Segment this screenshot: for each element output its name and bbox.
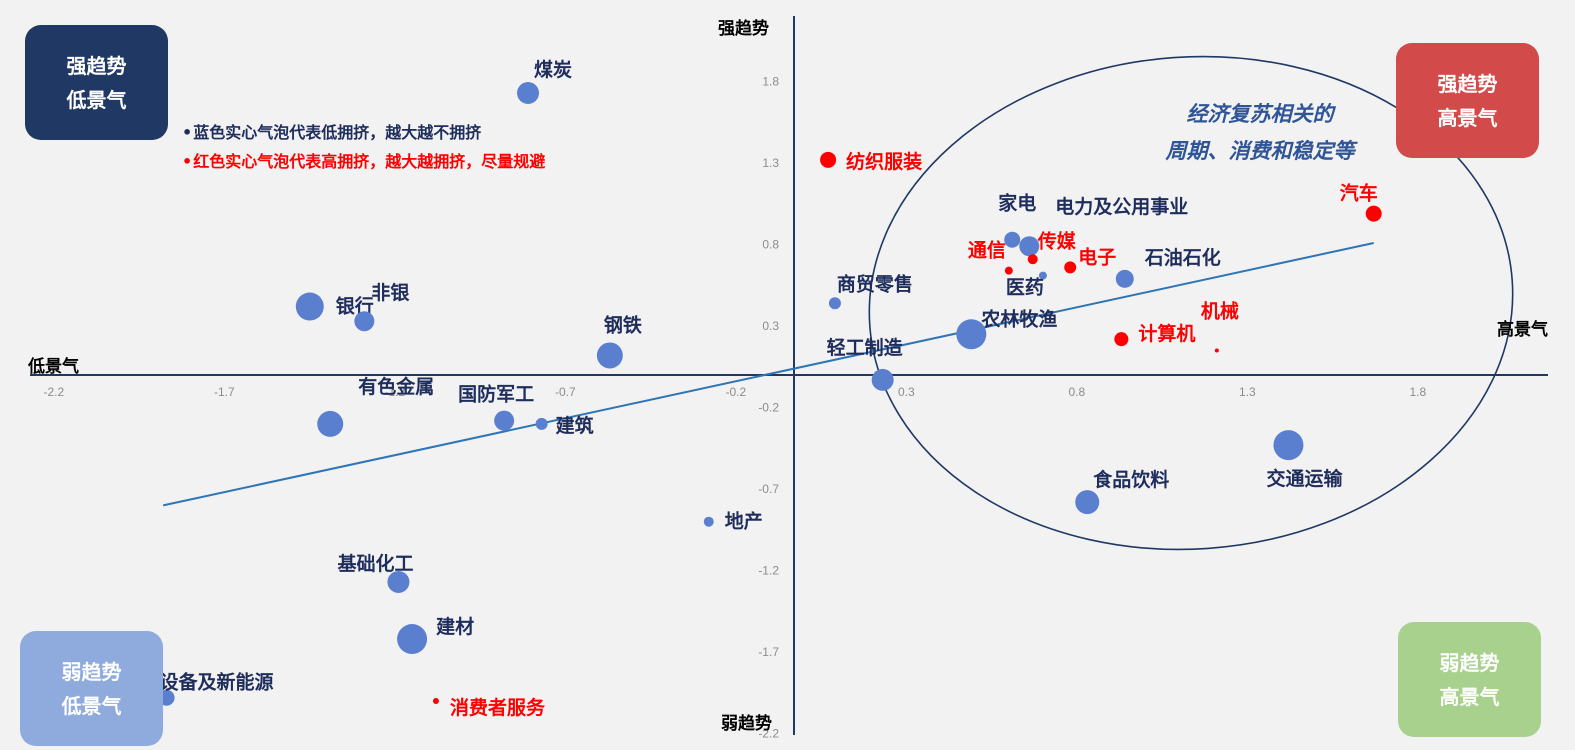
x-axis-label-right: 高景气: [1497, 319, 1548, 340]
y-tick-label: -1.2: [758, 564, 779, 578]
bubble: [517, 82, 540, 105]
bubble: [494, 410, 515, 431]
oval-annotation-line1: 经济复苏相关的: [1186, 102, 1334, 126]
oval-annotation: 经济复苏相关的 周期、消费和稳定等: [1150, 96, 1370, 170]
x-tick-label: -1.7: [214, 385, 235, 399]
bubble: [1273, 430, 1304, 461]
bubble: [387, 571, 410, 594]
bubble-label: 医药: [1006, 276, 1044, 299]
bubble-label: 煤炭: [534, 59, 572, 81]
bubble-label: 纺织服装: [846, 150, 922, 173]
note-blue-bubbles: 蓝色实心气泡代表低拥挤，越大越不拥挤: [182, 118, 545, 147]
bubble-label: 轻工制造: [827, 336, 904, 359]
bubble: [1214, 348, 1219, 353]
y-tick-label: -1.7: [758, 645, 779, 659]
quadrant-top-left-line1: 强趋势: [66, 53, 127, 78]
bubble-label: 钢铁: [604, 313, 642, 336]
bubble-label: 机械: [1201, 300, 1239, 323]
bubble: [1064, 261, 1077, 274]
bubble-label: 基础化工: [336, 552, 413, 575]
bubble-label: 传媒: [1037, 229, 1077, 252]
x-tick-label: 1.3: [1239, 385, 1256, 399]
bubble-label: 电子: [1078, 245, 1116, 268]
highlight-ellipse: [868, 55, 1514, 551]
quadrant-bottom-right-box: 弱趋势 高景气: [1398, 622, 1541, 737]
quadrant-bottom-right-line1: 弱趋势: [1439, 650, 1500, 675]
bubble: [703, 516, 714, 527]
quadrant-top-right-line2: 高景气: [1437, 105, 1498, 130]
trend-line: [162, 241, 1374, 507]
bubble: [1114, 332, 1129, 347]
bubble: [956, 319, 987, 350]
y-tick-label: -2.2: [758, 727, 779, 741]
bubble-label: 非银: [371, 281, 410, 304]
bubble: [354, 311, 375, 332]
quadrant-bottom-left-line1: 弱趋势: [61, 659, 122, 684]
bubble: [828, 297, 841, 310]
bubble-label: 农林牧渔: [980, 307, 1057, 330]
bubble: [596, 342, 623, 369]
bubble: [1027, 254, 1038, 265]
bubble-label: 建筑: [556, 414, 594, 437]
bubble-label: 交通运输: [1266, 467, 1343, 490]
x-tick-label: -0.2: [725, 385, 746, 399]
quadrant-top-left-line2: 低景气: [66, 87, 127, 112]
bubble-label: 有色金属: [358, 375, 434, 398]
legend-notes: 蓝色实心气泡代表低拥挤，越大越不拥挤 红色实心气泡代表高拥挤，越大越拥挤，尽量规…: [182, 118, 545, 176]
bubble: [1365, 205, 1382, 222]
y-tick-label: 1.3: [762, 156, 779, 170]
quadrant-top-right-box: 强趋势 高景气: [1396, 43, 1539, 158]
bubble-label: 通信: [968, 239, 1006, 262]
bubble-label: 电力及公用事业: [1055, 195, 1188, 218]
oval-annotation-line2: 周期、消费和稳定等: [1165, 139, 1355, 163]
quadrant-bottom-left-box: 弱趋势 低景气: [20, 631, 163, 746]
bubble: [1019, 236, 1040, 257]
bubble-label: 建材: [436, 615, 474, 638]
bubble: [397, 624, 428, 655]
quadrant-top-left-box: 强趋势 低景气: [25, 25, 168, 140]
x-tick-label: -1.2: [384, 385, 405, 399]
bubble-label: 国防军工: [458, 383, 534, 406]
y-tick-label: -0.7: [758, 482, 779, 496]
bubble: [295, 292, 324, 321]
bubble-label: 汽车: [1340, 182, 1378, 205]
quadrant-bottom-right-line2: 高景气: [1439, 684, 1500, 709]
bubble-label: 设备及新能源: [160, 671, 274, 694]
bubble-label: 食品饮料: [1093, 468, 1169, 491]
bubble-label: 计算机: [1138, 322, 1195, 345]
y-tick-label: 0.3: [762, 319, 779, 333]
y-tick-label: 0.8: [762, 238, 779, 252]
bubble: [1038, 271, 1047, 280]
bubble-label: 家电: [998, 192, 1036, 215]
quadrant-top-right-line1: 强趋势: [1437, 71, 1498, 96]
bubble: [1115, 269, 1134, 288]
x-tick-label: -2.2: [43, 385, 64, 399]
bubble-label: 消费者服务: [450, 696, 546, 719]
bubble: [1004, 266, 1013, 275]
note-red-bubbles: 红色实心气泡代表高拥挤，越大越拥挤，尽量规避: [182, 147, 545, 176]
bubble: [1004, 231, 1021, 248]
x-axis-label-left: 低景气: [27, 356, 79, 377]
x-tick-label: 0.8: [1068, 385, 1085, 399]
bubble: [1075, 490, 1100, 515]
x-tick-label: 0.3: [898, 385, 915, 399]
bubble: [535, 417, 548, 430]
bubble-label: 石油石化: [1144, 246, 1221, 269]
y-axis-label-bottom: 弱趋势: [721, 713, 772, 734]
bubble-label: 商贸零售: [837, 272, 913, 295]
quadrant-bottom-left-line2: 低景气: [61, 693, 122, 718]
bubble-label: 地产: [725, 510, 763, 533]
bubble: [317, 410, 344, 437]
y-tick-label: 1.8: [762, 75, 779, 89]
x-tick-label: 1.8: [1409, 385, 1426, 399]
y-axis-label-top: 强趋势: [718, 18, 769, 39]
bubble: [820, 151, 837, 168]
y-tick-label: -0.2: [758, 401, 779, 415]
bubble: [871, 368, 894, 391]
bubble: [432, 698, 439, 704]
x-tick-label: -0.7: [555, 385, 576, 399]
